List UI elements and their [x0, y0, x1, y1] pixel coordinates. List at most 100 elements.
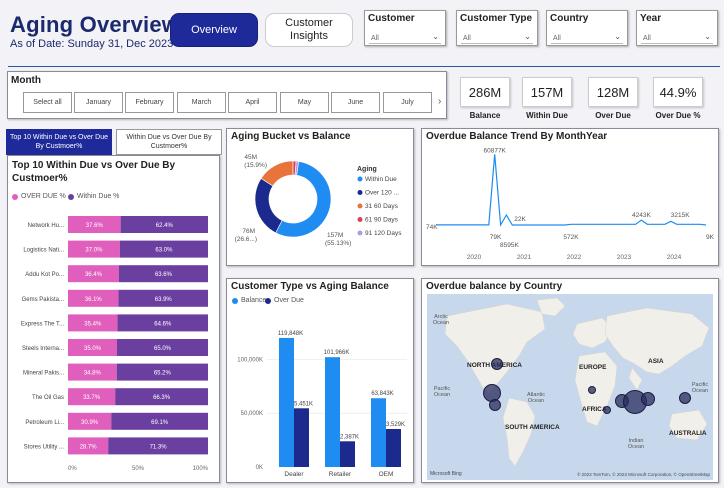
- x-tick-label: 0%: [68, 466, 77, 472]
- country-bubble[interactable]: [641, 392, 655, 406]
- world-map[interactable]: NORTH AMERICA EUROPE ASIA AFRICA SOUTH A…: [427, 294, 713, 480]
- country-bubble[interactable]: [489, 399, 501, 411]
- data-label: 8595K: [500, 242, 519, 249]
- kpi-over-due-value: 128M: [588, 77, 638, 107]
- month-option-march[interactable]: March: [177, 92, 226, 113]
- country-slicer[interactable]: Country All ⌄: [546, 10, 628, 46]
- month-option-may[interactable]: May: [280, 92, 329, 113]
- map-title: Overdue balance by Country: [426, 281, 563, 292]
- over-due-value-label: 35.0%: [84, 346, 102, 352]
- data-label: 9K: [706, 234, 715, 241]
- as-of-date: As of Date: Sunday 31, Dec 2023: [10, 38, 174, 50]
- kpi-balance-value: 286M: [460, 77, 510, 107]
- over-due-bar: [68, 339, 117, 356]
- slicer-label: Year: [640, 13, 662, 24]
- donut-slice: [294, 160, 300, 176]
- top10-bar-chart: Network Hu... 37.6% 62.4% Logistics Nati...…: [21, 216, 209, 472]
- chevron-right-icon[interactable]: ›: [438, 96, 442, 107]
- customer-label: Gems Pakista...: [22, 297, 65, 303]
- customer-label: Stores Utility ...: [24, 444, 65, 450]
- chevron-down-icon: ⌄: [524, 32, 531, 41]
- slice-label: 45M: [244, 154, 257, 161]
- map-attribution: © 2023 TomTom, © 2023 Microsoft Corporat…: [577, 472, 710, 477]
- slicer-value: All: [553, 35, 561, 42]
- over-due-value-label: 35.4%: [84, 321, 102, 327]
- legend-label: Over 120 ...: [365, 190, 399, 197]
- country-bubble[interactable]: [588, 386, 596, 394]
- legend-dot: [357, 176, 363, 182]
- within-due-value-label: 63.9%: [155, 297, 173, 303]
- within-due-value-label: 65.0%: [154, 346, 172, 352]
- within-due-bar: [115, 388, 208, 406]
- month-option-june[interactable]: June: [331, 92, 380, 113]
- country-bubble[interactable]: [491, 358, 503, 370]
- data-label: 3215K: [671, 212, 690, 219]
- customer-slicer[interactable]: Customer All ⌄: [364, 10, 446, 46]
- over-due-bar: [68, 289, 119, 307]
- page-title: Aging Overview: [10, 12, 180, 37]
- legend-balance-label: Balance: [241, 297, 267, 304]
- within-due-value-label: 62.4%: [156, 223, 174, 229]
- legend-overdue-label: Over Due: [274, 297, 304, 304]
- overdue-bar: [340, 441, 355, 467]
- within-due-bar: [118, 265, 208, 283]
- aging-chart-title: Aging Bucket vs Balance: [231, 131, 351, 142]
- overdue-bar: [294, 408, 309, 467]
- legend-balance: Balance: [232, 297, 266, 304]
- toggle-top10-button[interactable]: Top 10 Within Due vs Over Due By Custmoer…: [6, 129, 112, 155]
- x-tick-label: 2020: [467, 254, 482, 261]
- x-tick-label: 2024: [667, 254, 682, 261]
- overview-button[interactable]: Overview: [170, 13, 258, 47]
- over-due-bar: [68, 216, 121, 233]
- x-tick-label: 50%: [132, 466, 145, 472]
- kpi-over-due-pct-label: Over Due %: [655, 111, 701, 120]
- slicer-value: All: [371, 35, 379, 42]
- year-slicer[interactable]: Year All ⌄: [636, 10, 718, 46]
- month-option-select-all[interactable]: Select all: [23, 92, 72, 113]
- customer-type-slicer[interactable]: Customer Type All ⌄: [456, 10, 538, 46]
- continent-europe: EUROPE: [579, 364, 607, 371]
- customer-insights-button[interactable]: Customer Insights: [265, 13, 353, 47]
- legend-within-due: Within Due %: [68, 193, 119, 200]
- slicer-value: All: [463, 35, 471, 42]
- country-bubble[interactable]: [603, 406, 611, 414]
- trend-line: [436, 154, 707, 227]
- legend-dot: [357, 217, 363, 222]
- over-due-bar: [68, 437, 109, 455]
- month-option-january[interactable]: January: [74, 92, 123, 113]
- legend-label: Within Due: [365, 176, 397, 183]
- overdue-bar: [386, 428, 401, 467]
- month-option-february[interactable]: February: [125, 92, 174, 113]
- customer-label: Petroleum Li...: [25, 420, 64, 426]
- balance-value-label: 101,966K: [324, 350, 350, 356]
- month-option-april[interactable]: April: [228, 92, 277, 113]
- legend-title: Aging: [357, 166, 377, 173]
- data-label: 79K: [490, 234, 502, 241]
- toggle-all-button[interactable]: Within Due vs Over Due By Custmoer%: [116, 129, 222, 155]
- top10-chart-panel: Top 10 Within Due vs Over Due By Custmoe…: [7, 155, 220, 483]
- customer-label: The Oil Gas: [32, 395, 64, 401]
- legend-within-due-label: Within Due %: [77, 193, 120, 200]
- aging-bucket-panel: Aging Bucket vs Balance 45M (15.9%) 76M (26…: [226, 128, 414, 266]
- ocean-atlantic: Atlantic Ocean: [526, 392, 546, 404]
- kpi-balance-label: Balance: [469, 111, 501, 120]
- country-bubble[interactable]: [679, 392, 691, 404]
- month-option-july[interactable]: July: [383, 92, 432, 113]
- data-label: 4243K: [632, 212, 651, 219]
- balance-value-label: 63,843K: [371, 391, 393, 397]
- legend-over-due: OVER DUE %: [12, 193, 66, 200]
- within-due-bar: [117, 339, 208, 356]
- header-divider: [8, 66, 720, 67]
- aging-donut-chart: 45M(15.9%) 76M(26.6...) 157M(55.13%) Aging W…: [235, 154, 403, 247]
- within-due-value-label: 66.3%: [153, 395, 171, 401]
- insights-label-1: Customer: [285, 17, 333, 29]
- within-due-bar: [117, 314, 208, 332]
- x-tick-label: 2021: [517, 254, 532, 261]
- slice-label: (15.9%): [244, 162, 267, 169]
- over-due-bar: [68, 240, 120, 258]
- within-due-bar: [108, 437, 208, 455]
- ocean-pacific-east: Pacific Ocean: [691, 382, 709, 394]
- slice-label: 157M: [327, 232, 343, 239]
- kpi-within-due-value: 157M: [522, 77, 572, 107]
